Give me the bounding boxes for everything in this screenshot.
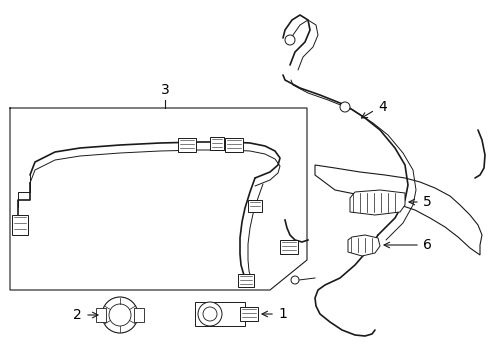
Bar: [195, 302, 245, 326]
Text: 4: 4: [378, 100, 387, 114]
Bar: [248, 200, 262, 212]
Text: 2: 2: [73, 308, 82, 322]
Bar: [96, 308, 106, 322]
Circle shape: [291, 276, 299, 284]
Polygon shape: [350, 190, 405, 215]
Circle shape: [109, 304, 131, 326]
Circle shape: [203, 307, 217, 321]
Text: 5: 5: [423, 195, 432, 209]
Bar: [12, 215, 28, 235]
Circle shape: [285, 35, 295, 45]
Polygon shape: [348, 235, 380, 256]
Text: 3: 3: [161, 83, 170, 97]
Bar: [178, 138, 196, 152]
Bar: [134, 308, 144, 322]
Bar: [238, 274, 254, 287]
Circle shape: [198, 302, 222, 326]
Bar: [225, 138, 243, 152]
Text: 6: 6: [423, 238, 432, 252]
Circle shape: [102, 297, 138, 333]
Circle shape: [340, 102, 350, 112]
Bar: [280, 240, 298, 254]
Text: 1: 1: [278, 307, 287, 321]
Bar: [240, 307, 258, 321]
Bar: [210, 137, 224, 150]
